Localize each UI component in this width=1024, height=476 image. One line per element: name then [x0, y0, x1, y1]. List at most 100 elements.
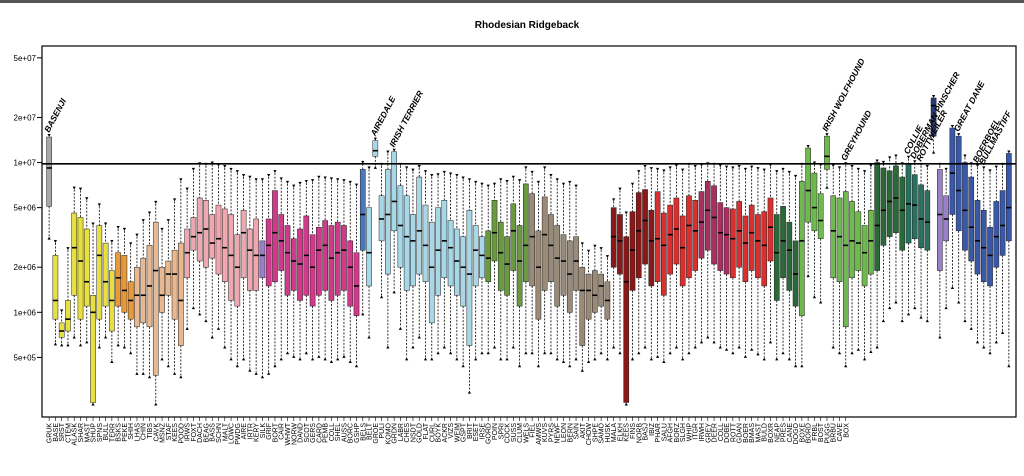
- box-body: [874, 162, 880, 271]
- lower-whisker-cap: [505, 357, 509, 361]
- upper-whisker-cap: [718, 164, 722, 168]
- lower-whisker-cap: [172, 371, 177, 375]
- x-tick-label: GDAN: [737, 423, 744, 443]
- box-20: [165, 219, 172, 368]
- upper-whisker-cap: [906, 155, 911, 159]
- x-tick-label: BEAG: [203, 423, 210, 442]
- lower-whisker-cap: [154, 402, 158, 406]
- box-45: [322, 176, 328, 361]
- box-144: [943, 167, 949, 310]
- box-body: [949, 127, 956, 215]
- box-50: [353, 183, 360, 368]
- upper-whisker-cap: [492, 182, 497, 186]
- box-96: [642, 164, 648, 349]
- x-tick-label: AUSS: [341, 423, 348, 442]
- box-2: [52, 240, 59, 346]
- box-body: [447, 220, 454, 287]
- box-body: [968, 176, 975, 262]
- x-tick-label: SHAR: [78, 423, 85, 442]
- upper-whisker-cap: [461, 176, 465, 180]
- lower-whisker-cap: [963, 319, 967, 323]
- upper-whisker-cap: [91, 222, 95, 226]
- x-tick-label: NSDT: [410, 422, 417, 442]
- upper-whisker-cap: [775, 170, 779, 174]
- box-body: [617, 214, 623, 275]
- x-tick-label: COLL: [718, 423, 725, 441]
- upper-whisker-cap: [549, 174, 553, 178]
- lower-whisker-cap: [756, 352, 760, 356]
- lower-whisker-cap: [448, 351, 453, 355]
- x-tick-label: KOMO: [385, 422, 392, 444]
- lower-whisker-cap: [856, 347, 860, 351]
- box-body: [46, 136, 52, 207]
- x-tick-label: CHES: [404, 423, 411, 443]
- box-16: [140, 219, 147, 375]
- box-body: [623, 236, 630, 403]
- lower-whisker-cap: [919, 315, 923, 319]
- box-24: [190, 167, 197, 310]
- upper-whisker-cap: [750, 165, 754, 169]
- box-body: [341, 225, 347, 291]
- x-tick-label: HUSK: [605, 423, 612, 443]
- box-body: [472, 225, 479, 287]
- lower-whisker-cap: [888, 306, 892, 310]
- box-body: [391, 151, 397, 232]
- lower-whisker-cap: [837, 351, 842, 355]
- lower-whisker-cap: [687, 351, 691, 355]
- x-tick-label: CLUM: [517, 423, 524, 443]
- box-body: [918, 184, 924, 248]
- box-32: [240, 174, 247, 361]
- x-tick-label: IRWH: [699, 423, 706, 442]
- x-tick-label: NEAP: [774, 423, 781, 442]
- box-103: [686, 162, 692, 355]
- lower-whisker-cap: [91, 402, 95, 406]
- lower-whisker-cap: [467, 390, 472, 394]
- lower-whisker-cap: [310, 357, 315, 361]
- box-body: [993, 201, 1000, 268]
- box-body: [893, 165, 899, 233]
- box-body: [240, 210, 247, 279]
- lower-whisker-cap: [279, 357, 283, 361]
- box-body: [71, 212, 78, 296]
- box-body: [479, 236, 485, 279]
- x-tick-label: PWDG: [235, 423, 242, 445]
- upper-whisker-cap: [988, 169, 992, 173]
- box-body: [90, 294, 96, 403]
- upper-whisker-cap: [72, 186, 76, 190]
- upper-whisker-cap: [555, 178, 559, 182]
- box-84: [566, 180, 573, 368]
- box-61: [422, 170, 429, 361]
- box-body: [548, 214, 554, 282]
- upper-whisker-cap: [110, 240, 114, 244]
- upper-whisker-cap: [517, 179, 522, 183]
- box-37: [272, 170, 278, 368]
- box-body: [328, 225, 335, 301]
- x-tick-label: COCK: [505, 423, 512, 444]
- box-55: [385, 150, 391, 349]
- box-body: [372, 140, 379, 157]
- box-body: [510, 203, 517, 271]
- box-body: [767, 197, 774, 262]
- upper-whisker-cap: [781, 167, 785, 171]
- box-body: [849, 201, 855, 279]
- upper-whisker-cap: [97, 203, 101, 207]
- box-body: [629, 211, 636, 291]
- box-29: [221, 164, 228, 349]
- lower-whisker-cap: [975, 340, 980, 344]
- box-38: [278, 177, 285, 361]
- upper-whisker-cap: [260, 178, 265, 182]
- box-body: [134, 266, 140, 328]
- upper-whisker-cap: [931, 94, 936, 98]
- box-39: [284, 180, 291, 355]
- box-60: [416, 164, 423, 339]
- box-body: [466, 210, 473, 346]
- x-tick-label: SHPE: [592, 423, 599, 442]
- upper-whisker-cap: [448, 172, 453, 176]
- lower-whisker-cap: [342, 354, 346, 358]
- lower-whisker-cap: [248, 368, 252, 372]
- box-series: [46, 94, 1012, 406]
- x-tick-label: CHOW: [586, 423, 593, 446]
- upper-whisker-cap: [624, 211, 628, 215]
- lower-whisker-cap: [185, 326, 189, 330]
